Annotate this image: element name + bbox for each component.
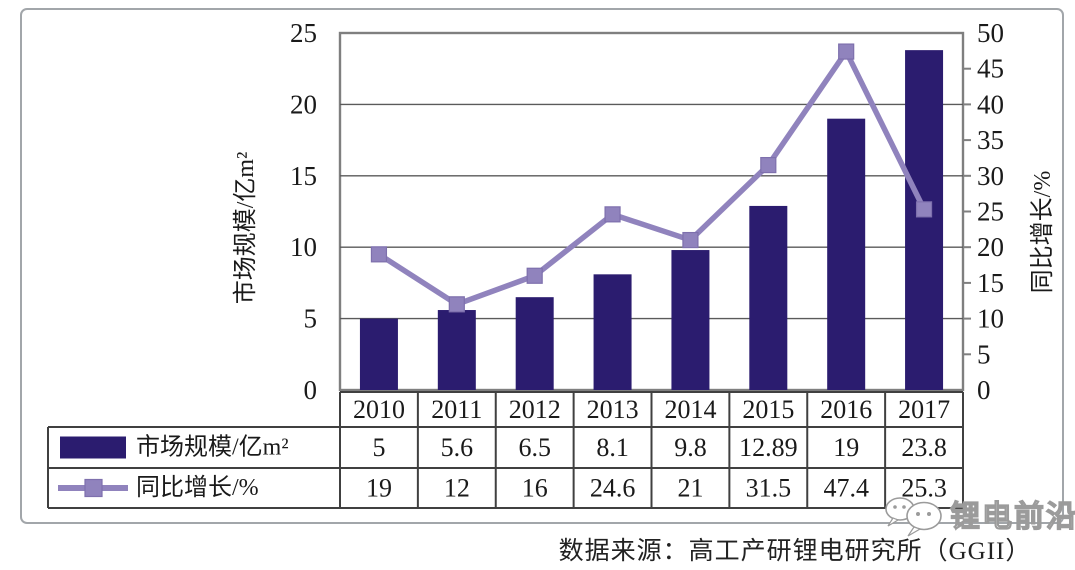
line-legend-marker xyxy=(84,478,103,498)
growth-line xyxy=(377,48,927,308)
right-axis-tick-label: 5 xyxy=(977,339,991,369)
table-value-cell: 12 xyxy=(444,474,470,503)
chat-bubbles-icon xyxy=(902,505,906,509)
bar-2012 xyxy=(515,297,554,390)
left-axis-tick-label: 10 xyxy=(290,232,317,262)
table-value-cell: 25.3 xyxy=(901,474,947,503)
left-axis-tick-label: 25 xyxy=(290,18,317,48)
marker-2016 xyxy=(838,43,855,60)
table-value-cell: 8.1 xyxy=(596,433,629,462)
marker-2013 xyxy=(604,206,621,223)
table-year-cell: 2017 xyxy=(898,395,950,424)
marker-2011 xyxy=(448,296,465,313)
left-axis-tick-label: 5 xyxy=(304,304,318,334)
chat-bubbles-icon xyxy=(906,501,942,531)
bar-2015 xyxy=(749,205,788,390)
right-axis-title: 同比增长/% xyxy=(1029,171,1056,294)
table-value-cell: 19 xyxy=(366,474,392,503)
table-year-cell: 2015 xyxy=(742,395,794,424)
chat-bubbles-icon xyxy=(916,512,920,516)
bar-2014 xyxy=(671,250,710,390)
table-value-cell: 47.4 xyxy=(823,474,869,503)
marker-2015 xyxy=(760,156,777,174)
marker-2017 xyxy=(915,201,933,218)
right-axis-tick-label: 20 xyxy=(977,232,1004,262)
table-value-cell: 12.89 xyxy=(739,433,798,462)
table-year-cell: 2010 xyxy=(353,395,405,424)
table-value-cell: 5.6 xyxy=(441,433,474,462)
table-value-cell: 6.5 xyxy=(518,433,551,462)
bar-2010 xyxy=(359,318,398,390)
watermark-text: 锂电前沿 xyxy=(950,501,1075,534)
legend-label-bar: 市场规模/亿m² xyxy=(136,434,289,461)
right-axis-tick-label: 50 xyxy=(977,18,1004,48)
right-axis-tick-label: 0 xyxy=(977,375,991,405)
left-axis-title: 市场规模/亿m² xyxy=(232,152,259,305)
bar-2017 xyxy=(905,50,944,391)
table-value-cell: 23.8 xyxy=(901,433,947,462)
table-year-cell: 2013 xyxy=(587,395,639,424)
chat-bubbles-icon xyxy=(887,517,900,527)
chat-bubbles-icon xyxy=(907,526,922,537)
table-value-cell: 9.8 xyxy=(674,433,707,462)
table-year-cell: 2011 xyxy=(431,395,482,424)
chat-bubbles-icon xyxy=(927,512,931,516)
right-axis-tick-label: 30 xyxy=(977,161,1004,191)
left-axis-tick-label: 15 xyxy=(290,161,317,191)
chat-bubbles-icon xyxy=(893,505,897,509)
bar-2013 xyxy=(593,274,632,390)
table-value-cell: 5 xyxy=(372,433,385,462)
left-axis-tick-label: 20 xyxy=(290,89,317,119)
right-axis-tick-label: 10 xyxy=(977,304,1004,334)
table-value-cell: 21 xyxy=(677,474,703,503)
table-value-cell: 31.5 xyxy=(746,474,792,503)
source-caption: 数据来源：高工产研锂电研究所（GGII） xyxy=(558,538,1032,565)
plot-area xyxy=(338,31,965,392)
legend-label-line: 同比增长/% xyxy=(136,474,259,501)
table-value-cell: 16 xyxy=(522,474,548,503)
table-year-cell: 2014 xyxy=(664,395,716,424)
right-axis-tick-label: 45 xyxy=(977,54,1004,84)
marker-2012 xyxy=(526,267,543,284)
marker-2010 xyxy=(370,246,388,263)
right-axis-tick-label: 15 xyxy=(977,268,1004,298)
bar-2016 xyxy=(827,118,866,391)
marker-2014 xyxy=(682,231,699,249)
bar-2011 xyxy=(437,310,476,390)
right-axis-tick-label: 40 xyxy=(977,89,1004,119)
table-value-cell: 19 xyxy=(833,433,859,462)
left-axis-tick-label: 0 xyxy=(304,375,318,405)
table-year-cell: 2012 xyxy=(509,395,561,424)
bar-legend-swatch xyxy=(60,436,126,459)
table-year-cell: 2016 xyxy=(820,395,872,424)
table-value-cell: 24.6 xyxy=(590,474,636,503)
right-axis-tick-label: 35 xyxy=(977,125,1004,155)
right-axis-tick-label: 25 xyxy=(977,197,1004,227)
